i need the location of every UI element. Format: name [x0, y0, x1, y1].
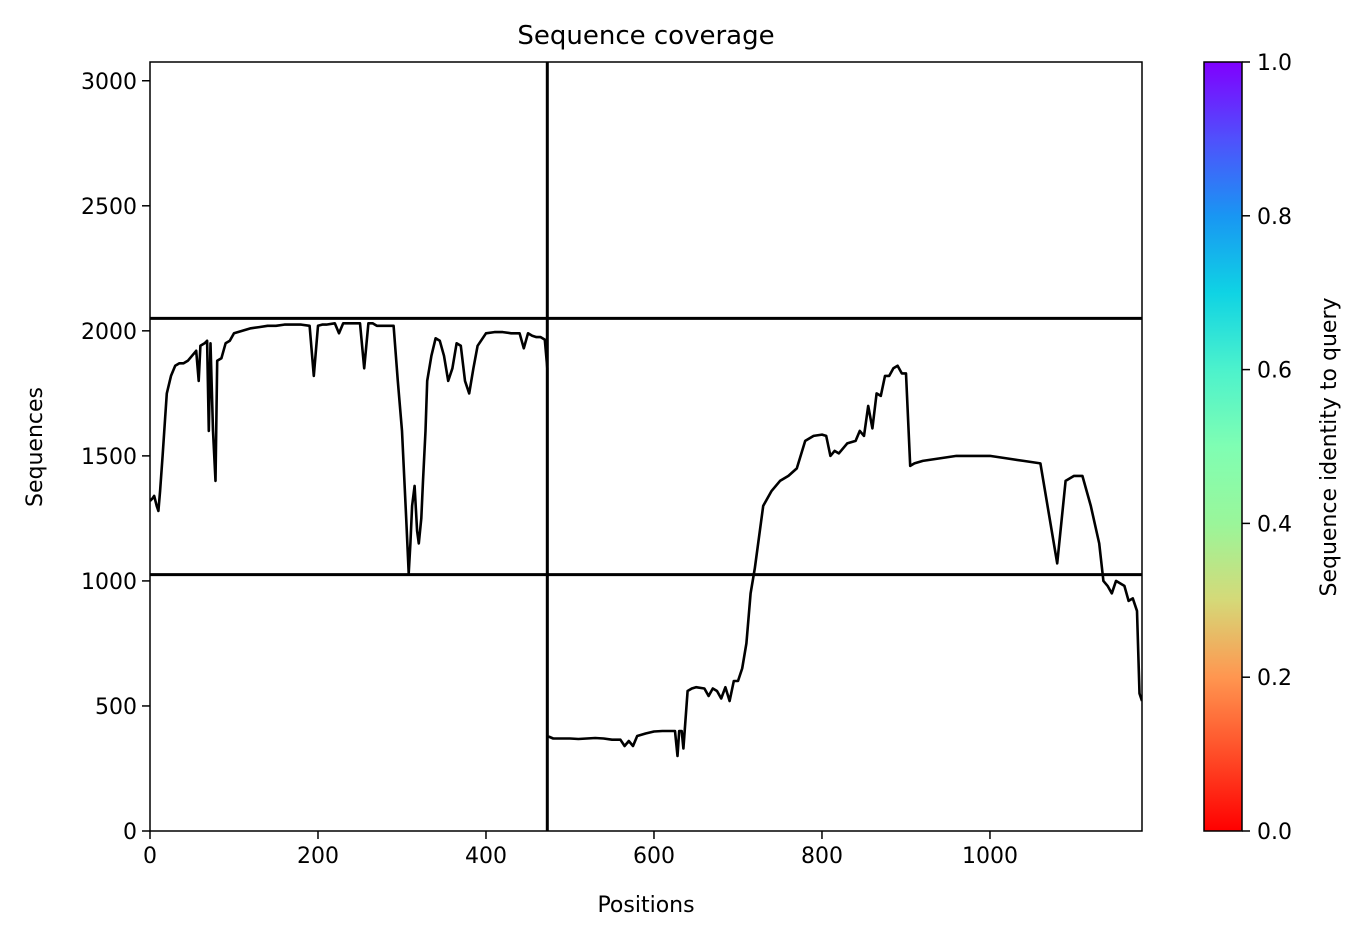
y-tick-label: 0	[123, 820, 137, 845]
colorbar	[1203, 61, 1243, 832]
plot-frame	[149, 61, 1143, 832]
y-tick-label: 3000	[81, 70, 137, 95]
x-axis: 0 200 400 600 800 1000	[143, 831, 1018, 869]
y-tick-label: 500	[95, 695, 137, 720]
colorbar-title: Sequence identity to query	[1317, 297, 1342, 596]
x-tick-label: 400	[465, 844, 507, 869]
chart-title: Sequence coverage	[517, 21, 774, 51]
y-axis-title: Sequences	[23, 387, 48, 507]
y-tick-label: 1500	[81, 445, 137, 470]
colorbar-tick-label: 0.6	[1257, 359, 1292, 384]
x-tick-label: 600	[633, 844, 675, 869]
colorbar-tick-label: 0.8	[1257, 205, 1292, 230]
coverage-line-path	[150, 322, 1142, 758]
colorbar-tick-label: 0.0	[1257, 820, 1292, 845]
block-boundaries	[150, 62, 1142, 831]
colorbar-tick-label: 0.2	[1257, 666, 1292, 691]
colorbar-axis: 0.0 0.2 0.4 0.6 0.8 1.0	[1242, 51, 1292, 845]
colorbar-tick-label: 0.4	[1257, 512, 1292, 537]
x-tick-label: 800	[801, 844, 843, 869]
y-tick-label: 2000	[81, 320, 137, 345]
colorbar-tick-label: 1.0	[1257, 51, 1292, 76]
y-axis: 0 500 1000 1500 2000 2500 3000	[81, 70, 150, 845]
x-tick-label: 1000	[962, 844, 1018, 869]
x-tick-label: 0	[143, 844, 157, 869]
y-tick-label: 2500	[81, 195, 137, 220]
x-tick-label: 200	[297, 844, 339, 869]
x-axis-title: Positions	[597, 893, 694, 918]
coverage-line	[150, 322, 1142, 758]
y-tick-label: 1000	[81, 570, 137, 595]
